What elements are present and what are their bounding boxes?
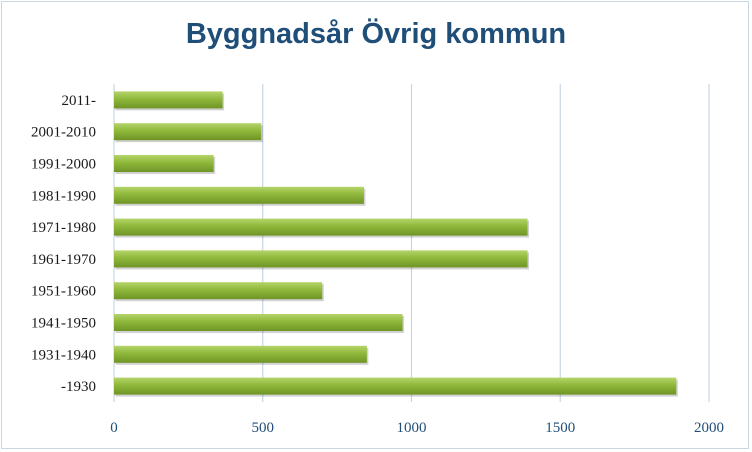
x-tick-label: 500 (252, 420, 275, 436)
y-tick-label: 1951-1960 (31, 284, 96, 300)
bar-1961-1970 (114, 250, 528, 268)
bars (114, 91, 678, 397)
x-tick-label: 0 (110, 420, 118, 436)
x-tick-label: 1500 (545, 420, 575, 436)
bar-1991-2000 (114, 155, 214, 172)
y-tick-label: 1931-1940 (31, 347, 96, 363)
y-tick-label: 1971-1980 (31, 220, 96, 236)
chart-title: Byggnadsår Övrig kommun (185, 18, 567, 50)
y-tick-label: 2011- (62, 93, 96, 109)
bar-2011- (114, 91, 223, 109)
y-tick-label: 1961-1970 (31, 252, 96, 268)
bar--1930 (114, 377, 677, 395)
bar-1971-1980 (114, 218, 528, 236)
bar-1931-1940 (114, 345, 367, 363)
y-tick-label: 1981-1990 (31, 188, 96, 204)
y-tick-labels: 2011- 2001-2010 1991-2000 1981-1990 1971-198… (31, 93, 96, 395)
x-tick-label: 2000 (694, 420, 724, 436)
x-tick-labels: 0 500 1000 1500 2000 (110, 420, 724, 436)
y-tick-label: 2001-2010 (31, 125, 96, 141)
x-tick-label: 1000 (397, 420, 427, 436)
bar-1941-1950 (114, 314, 403, 331)
bar-1951-1960 (114, 282, 323, 300)
bar-2001-2010 (114, 123, 262, 141)
y-tick-label: 1991-2000 (31, 157, 96, 173)
y-tick-label: -1930 (61, 379, 96, 395)
bar-1981-1990 (114, 186, 364, 204)
y-tick-label: 1941-1950 (31, 316, 96, 332)
